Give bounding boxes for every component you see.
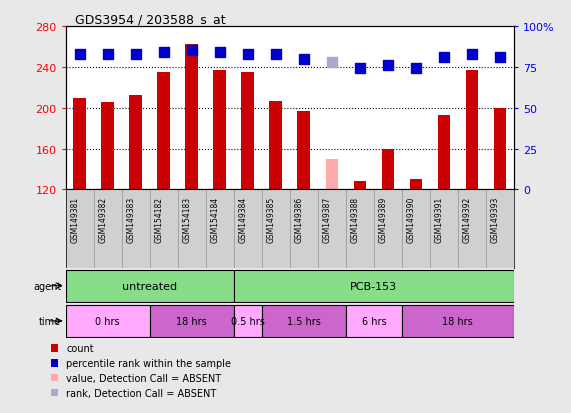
Text: GSM149382: GSM149382 <box>99 196 108 242</box>
Text: GSM149384: GSM149384 <box>239 196 248 242</box>
FancyBboxPatch shape <box>402 190 430 268</box>
Bar <box>242 73 254 190</box>
Bar <box>465 71 478 190</box>
Point <box>131 51 140 58</box>
FancyBboxPatch shape <box>318 190 346 268</box>
FancyBboxPatch shape <box>290 190 318 268</box>
FancyBboxPatch shape <box>66 270 234 302</box>
FancyBboxPatch shape <box>150 305 234 337</box>
Bar <box>102 102 114 190</box>
Point <box>243 51 252 58</box>
Text: GSM149387: GSM149387 <box>323 196 332 242</box>
FancyBboxPatch shape <box>234 305 262 337</box>
Text: 1.5 hrs: 1.5 hrs <box>287 316 321 326</box>
Bar <box>409 180 422 190</box>
Text: GSM149386: GSM149386 <box>295 196 304 242</box>
FancyBboxPatch shape <box>94 190 122 268</box>
FancyBboxPatch shape <box>178 190 206 268</box>
Point <box>75 51 85 58</box>
Point <box>299 56 308 63</box>
Bar <box>381 149 394 190</box>
FancyBboxPatch shape <box>234 270 514 302</box>
Text: PCB-153: PCB-153 <box>350 281 397 291</box>
Point <box>327 59 336 66</box>
Text: GSM149392: GSM149392 <box>463 196 472 242</box>
FancyBboxPatch shape <box>374 190 402 268</box>
Bar <box>130 96 142 190</box>
Text: 0.5 hrs: 0.5 hrs <box>231 316 265 326</box>
Text: GSM154182: GSM154182 <box>155 196 164 242</box>
FancyBboxPatch shape <box>234 190 262 268</box>
Bar <box>297 112 310 190</box>
Text: GSM154183: GSM154183 <box>183 196 192 242</box>
Bar <box>325 159 338 190</box>
Point <box>495 55 504 61</box>
Text: untreated: untreated <box>122 281 177 291</box>
Point <box>159 50 168 56</box>
Point <box>187 48 196 55</box>
Bar <box>493 108 506 190</box>
FancyBboxPatch shape <box>262 305 346 337</box>
FancyBboxPatch shape <box>346 305 402 337</box>
Point <box>271 51 280 58</box>
Text: GSM149388: GSM149388 <box>351 196 360 242</box>
FancyBboxPatch shape <box>430 190 458 268</box>
FancyBboxPatch shape <box>206 190 234 268</box>
FancyBboxPatch shape <box>150 190 178 268</box>
Text: GSM149391: GSM149391 <box>435 196 444 242</box>
Bar <box>214 71 226 190</box>
Point <box>411 66 420 73</box>
Point <box>467 51 476 58</box>
FancyBboxPatch shape <box>122 190 150 268</box>
FancyBboxPatch shape <box>486 190 514 268</box>
FancyBboxPatch shape <box>262 190 290 268</box>
Text: GSM149383: GSM149383 <box>127 196 136 242</box>
Bar <box>73 99 86 190</box>
FancyBboxPatch shape <box>346 190 374 268</box>
Point <box>383 63 392 69</box>
Text: 6 hrs: 6 hrs <box>361 316 386 326</box>
Point <box>355 66 364 73</box>
Text: GSM149393: GSM149393 <box>491 196 500 242</box>
Text: 0 hrs: 0 hrs <box>95 316 120 326</box>
FancyBboxPatch shape <box>66 190 94 268</box>
Legend: count, percentile rank within the sample, value, Detection Call = ABSENT, rank, : count, percentile rank within the sample… <box>51 344 231 398</box>
Text: 18 hrs: 18 hrs <box>176 316 207 326</box>
Text: GSM149385: GSM149385 <box>267 196 276 242</box>
Text: GSM149381: GSM149381 <box>71 196 80 242</box>
Bar <box>270 101 282 190</box>
Point <box>215 50 224 56</box>
FancyBboxPatch shape <box>458 190 486 268</box>
Text: GSM149390: GSM149390 <box>407 196 416 242</box>
Text: GDS3954 / 203588_s_at: GDS3954 / 203588_s_at <box>75 13 225 26</box>
FancyBboxPatch shape <box>66 305 150 337</box>
Text: agent: agent <box>33 281 61 291</box>
Text: time: time <box>39 316 61 326</box>
Text: 18 hrs: 18 hrs <box>443 316 473 326</box>
Text: GSM154184: GSM154184 <box>211 196 220 242</box>
Text: GSM149389: GSM149389 <box>379 196 388 242</box>
Bar <box>437 116 450 190</box>
Bar <box>353 182 366 190</box>
Point <box>103 51 112 58</box>
Bar <box>158 73 170 190</box>
Point <box>439 55 448 61</box>
FancyBboxPatch shape <box>402 305 514 337</box>
Bar <box>186 45 198 190</box>
